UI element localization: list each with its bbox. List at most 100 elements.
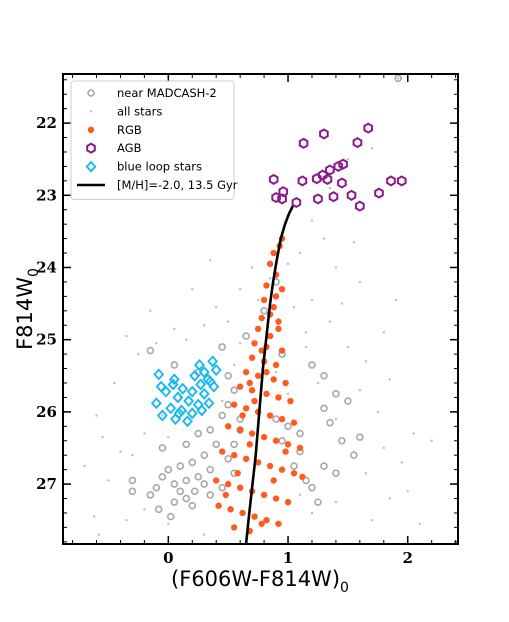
data-point [203,397,215,410]
data-point [332,469,340,478]
data-point [266,260,274,268]
data-point [278,415,286,423]
y-tick-label: 26 [36,403,57,421]
data-point [263,516,270,524]
data-point [356,433,364,441]
legend-marker [86,142,96,154]
y-axis-label: F814W0 [13,268,42,350]
data-point [250,266,254,269]
y-tick-label: 22 [36,114,57,132]
series-rgb [213,235,306,535]
data-point [182,494,191,503]
legend-label: all stars [117,104,162,118]
data-point [125,334,128,338]
data-point [322,237,326,240]
data-point [242,455,250,463]
y-tick-label: 24 [36,258,57,276]
series-near-madcash-2 [128,74,402,521]
data-point [296,429,304,438]
data-point [218,448,226,455]
data-point [242,405,250,412]
data-point [254,325,262,333]
data-point [230,524,238,531]
data-point [316,381,320,385]
data-point [150,397,162,410]
data-point [275,318,282,325]
data-point [263,368,270,376]
data-point [146,346,155,355]
data-point [394,74,402,83]
data-point [177,382,189,395]
y-tick-label: 27 [36,475,57,493]
data-point [170,498,179,506]
data-point [97,533,101,536]
data-point [299,473,306,481]
data-point [186,407,198,420]
data-point [238,342,242,345]
data-point [297,175,308,187]
data-point [272,293,280,300]
data-point [213,477,220,484]
data-point [272,495,280,502]
data-point [430,439,433,442]
data-point [190,487,199,496]
data-point [246,379,253,387]
data-point [236,484,244,491]
data-point [277,193,287,205]
data-point [95,414,98,417]
y-tick-label: 23 [36,186,57,204]
data-point [146,491,155,499]
data-point [152,483,161,492]
data-point [319,128,329,140]
data-point [406,490,409,493]
data-point [268,277,272,280]
data-point [230,386,238,395]
data-point [200,451,209,459]
data-point [239,412,246,419]
legend-marker [87,126,95,133]
data-point [298,251,302,255]
data-point [328,191,339,203]
data-point [334,266,338,269]
data-point [210,363,222,377]
data-point [166,512,175,521]
data-point [224,423,232,430]
data-point [227,506,234,513]
data-point [290,470,298,477]
data-point [333,160,344,172]
x-tick-label: 2 [403,549,413,567]
data-point [173,327,176,331]
data-point [320,462,328,470]
data-point [224,455,232,463]
data-point [352,137,363,149]
data-point [238,287,242,291]
data-point [83,464,86,468]
data-point [195,378,207,391]
data-point [215,502,222,509]
data-point [224,371,232,380]
data-point [128,487,137,496]
data-point [291,196,302,209]
data-point [215,305,218,309]
data-point [260,307,268,315]
data-point [218,483,226,492]
data-point [168,373,180,386]
data-point [364,360,368,363]
data-point [418,522,421,525]
data-point [218,343,226,351]
data-point [143,508,146,511]
data-point [230,440,238,449]
data-point [137,352,140,356]
data-point [260,433,268,441]
data-point [352,450,356,453]
data-point [101,435,104,439]
data-point [194,429,203,438]
data-point [113,381,116,385]
data-point [149,309,152,313]
data-point [284,441,292,448]
data-point [272,437,280,444]
data-point [310,219,314,222]
data-point [298,137,309,149]
data-point [363,122,373,134]
